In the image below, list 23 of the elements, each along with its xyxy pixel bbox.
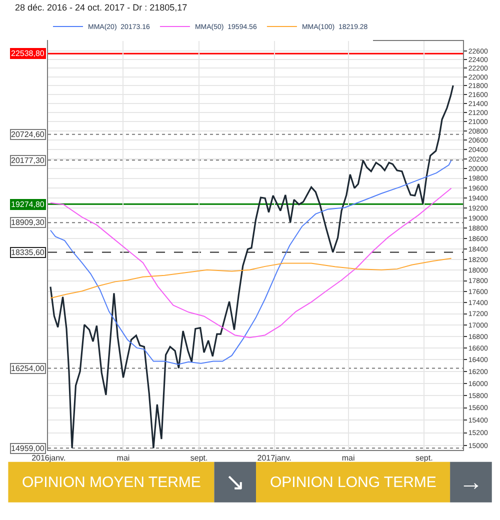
- x-tick-label: sept.: [190, 454, 208, 463]
- text: →: [459, 469, 483, 496]
- line-series: [50, 84, 454, 449]
- ref-line-label: 19274,80: [11, 200, 45, 209]
- ref-line-label: 22538,80: [11, 49, 45, 58]
- line-series: [50, 188, 452, 338]
- text: ↘: [225, 469, 245, 496]
- x-tick-label: mai: [342, 454, 355, 463]
- line-series: [50, 160, 452, 365]
- x-tick-label: 2017janv.: [257, 454, 292, 463]
- ref-line-label: 14959,00: [11, 444, 45, 453]
- ref-line-label: 20177,30: [11, 156, 45, 165]
- ref-line-label: 18909,30: [11, 218, 45, 227]
- ref-line-label: 16254,00: [11, 364, 45, 373]
- ref-line-label: 20724,60: [11, 130, 45, 139]
- ref-line-label: 18335,60: [11, 248, 45, 257]
- x-tick-label: sept.: [415, 454, 433, 463]
- x-tick-label: mai: [116, 454, 130, 463]
- chart-title: 28 déc. 2016 - 24 oct. 2017 - Dr : 21805,17: [15, 2, 188, 12]
- text: OPINION MOYEN TERME: [22, 474, 201, 491]
- text: OPINION LONG TERME: [270, 474, 436, 491]
- line-series: [50, 258, 452, 299]
- x-tick-label: 2016janv.: [32, 454, 66, 463]
